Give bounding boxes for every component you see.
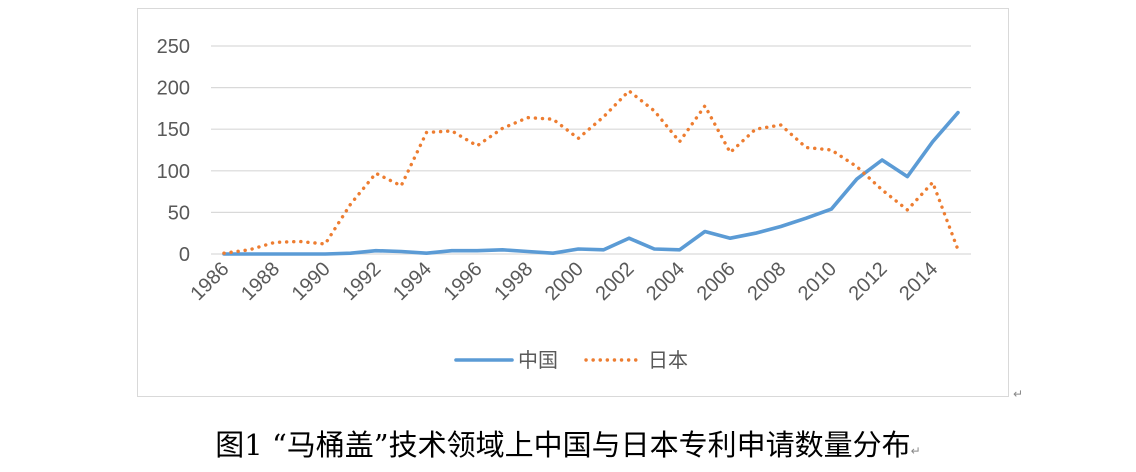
x-tick-label: 2010 [794, 258, 841, 305]
legend-label: 日本 [648, 348, 688, 372]
y-tick-label: 50 [168, 202, 190, 224]
x-tick-label: 2006 [693, 258, 740, 305]
paragraph-mark: ↵ [910, 444, 921, 458]
y-tick-label: 150 [157, 119, 190, 141]
gridlines [211, 45, 971, 255]
paragraph-mark: ↵ [1013, 387, 1024, 401]
legend-label: 中国 [518, 348, 558, 372]
figure-caption: 图1 “马桶盖”技术领域上中国与日本专利申请数量分布↵ [0, 422, 1136, 464]
caption-text: 图1 “马桶盖”技术领域上中国与日本专利申请数量分布 [215, 428, 911, 462]
x-tick-label: 1986 [187, 258, 234, 305]
series-line-china [222, 110, 960, 256]
x-tick-label: 2004 [642, 258, 689, 305]
legend: 中国 日本 [454, 348, 688, 372]
x-tick-label: 2008 [743, 258, 790, 305]
x-tick-label: 1990 [288, 258, 335, 305]
x-tick-label: 2014 [895, 258, 942, 305]
x-tick-label: 2012 [845, 258, 892, 305]
x-tick-label: 2000 [541, 258, 588, 305]
x-tick-label: 1988 [237, 258, 284, 305]
chart-area [137, 8, 1009, 397]
x-tick-label: 2002 [591, 258, 638, 305]
y-axis: 0 50 100 150 200 250 [157, 36, 190, 266]
x-axis: 1986 1988 1990 1992 1994 1996 1998 2000 2002 2004… [187, 258, 943, 305]
y-tick-label: 250 [157, 36, 190, 58]
series-lines [222, 89, 960, 256]
x-tick-label: 1994 [389, 258, 436, 305]
y-tick-label: 100 [157, 161, 190, 183]
x-tick-label: 1992 [338, 258, 385, 305]
y-tick-label: 200 [157, 78, 190, 100]
series-line-japan [222, 89, 960, 255]
y-tick-label: 0 [179, 244, 190, 266]
x-tick-label: 1996 [440, 258, 487, 305]
x-tick-label: 1998 [490, 258, 537, 305]
